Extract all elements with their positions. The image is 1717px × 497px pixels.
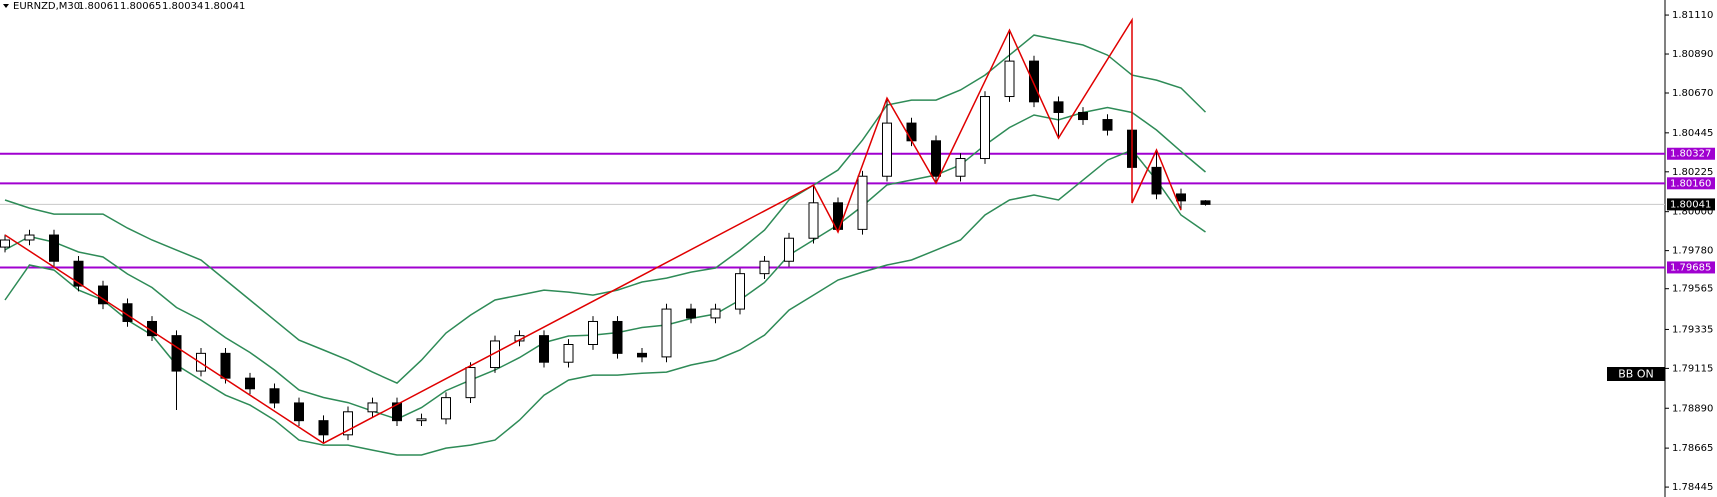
y-tick-label: 1.80890 xyxy=(1672,49,1713,60)
level-label-box xyxy=(1667,147,1715,160)
candle-body xyxy=(1078,111,1088,121)
candle-body xyxy=(392,402,402,422)
header-open: 1.80061 xyxy=(78,1,119,12)
candle-body xyxy=(735,273,745,310)
y-tick-label: 1.78445 xyxy=(1672,482,1713,493)
candle-body xyxy=(784,237,794,262)
header-low: 1.80034 xyxy=(162,1,203,12)
indicator-label: BB ON xyxy=(1618,368,1653,381)
y-tick-label: 1.79115 xyxy=(1672,363,1713,374)
y-tick-label: 1.78890 xyxy=(1672,403,1713,414)
level-label: 1.80327 xyxy=(1670,149,1711,160)
candle-body xyxy=(1200,200,1211,205)
candle-body xyxy=(980,96,990,160)
collapse-icon xyxy=(3,4,9,8)
bollinger-lower xyxy=(4,149,1206,456)
candle-body xyxy=(24,234,35,241)
candle-body xyxy=(637,352,647,358)
y-tick-label: 1.79565 xyxy=(1672,284,1713,295)
candle-body xyxy=(931,140,941,177)
candle-body xyxy=(245,377,255,390)
bollinger-upper xyxy=(4,34,1207,384)
candle-body xyxy=(906,122,917,142)
candle-body xyxy=(833,202,843,230)
candle-body xyxy=(612,320,623,354)
candle-body xyxy=(220,352,231,379)
candle-body xyxy=(318,420,329,436)
candle-body xyxy=(1102,119,1113,131)
level-label: 1.80160 xyxy=(1670,178,1711,189)
candle-body xyxy=(661,308,672,358)
candle-body xyxy=(196,352,206,372)
candle-body xyxy=(294,402,304,422)
candle-body xyxy=(808,202,819,239)
candle-body xyxy=(0,239,10,248)
candle-body xyxy=(98,285,108,305)
candle-body xyxy=(857,175,868,230)
candle-body xyxy=(73,260,84,287)
symbol: EURNZD,M30 xyxy=(13,1,80,12)
candle-body xyxy=(269,388,280,404)
candle-body xyxy=(882,122,892,177)
indicator-box xyxy=(1607,367,1665,381)
y-tick-label: 1.79780 xyxy=(1672,246,1713,257)
candle-body xyxy=(1029,60,1039,103)
candle-body xyxy=(367,402,378,413)
candle-body xyxy=(171,335,182,372)
candle-body xyxy=(955,158,966,177)
price-label-box xyxy=(1667,198,1715,211)
candle-body xyxy=(686,308,696,319)
bollinger-middle xyxy=(4,106,1206,420)
candle-body xyxy=(710,308,721,319)
level-label-box xyxy=(1667,177,1715,190)
candle-body xyxy=(588,320,598,345)
candle-body xyxy=(441,397,451,420)
candle-body xyxy=(49,234,59,262)
y-tick-label: 1.80000 xyxy=(1672,207,1713,218)
y-tick-label: 1.79335 xyxy=(1672,324,1713,335)
header-high: 1.80065 xyxy=(120,1,161,12)
candle-body xyxy=(759,260,770,275)
candle-body xyxy=(1004,60,1015,98)
candle-body xyxy=(1053,101,1064,113)
candle-body xyxy=(416,418,427,422)
candle-body xyxy=(490,340,500,369)
candle-body xyxy=(563,343,574,363)
price-label: 1.80041 xyxy=(1670,199,1711,210)
candle-body xyxy=(539,335,549,363)
candle-body xyxy=(1151,166,1162,195)
level-label: 1.79685 xyxy=(1670,262,1711,273)
y-tick-label: 1.78665 xyxy=(1672,443,1713,454)
zigzag-line xyxy=(4,17,1182,445)
level-label-box xyxy=(1667,261,1715,274)
header-close: 1.80041 xyxy=(204,1,245,12)
candle-body xyxy=(465,367,476,399)
y-tick-label: 1.80445 xyxy=(1672,128,1713,139)
candle-body xyxy=(343,411,353,436)
y-tick-label: 1.80670 xyxy=(1672,88,1713,99)
y-tick-label: 1.81110 xyxy=(1672,10,1713,21)
candle-body xyxy=(1176,193,1186,202)
y-tick-label: 1.80225 xyxy=(1672,167,1713,178)
